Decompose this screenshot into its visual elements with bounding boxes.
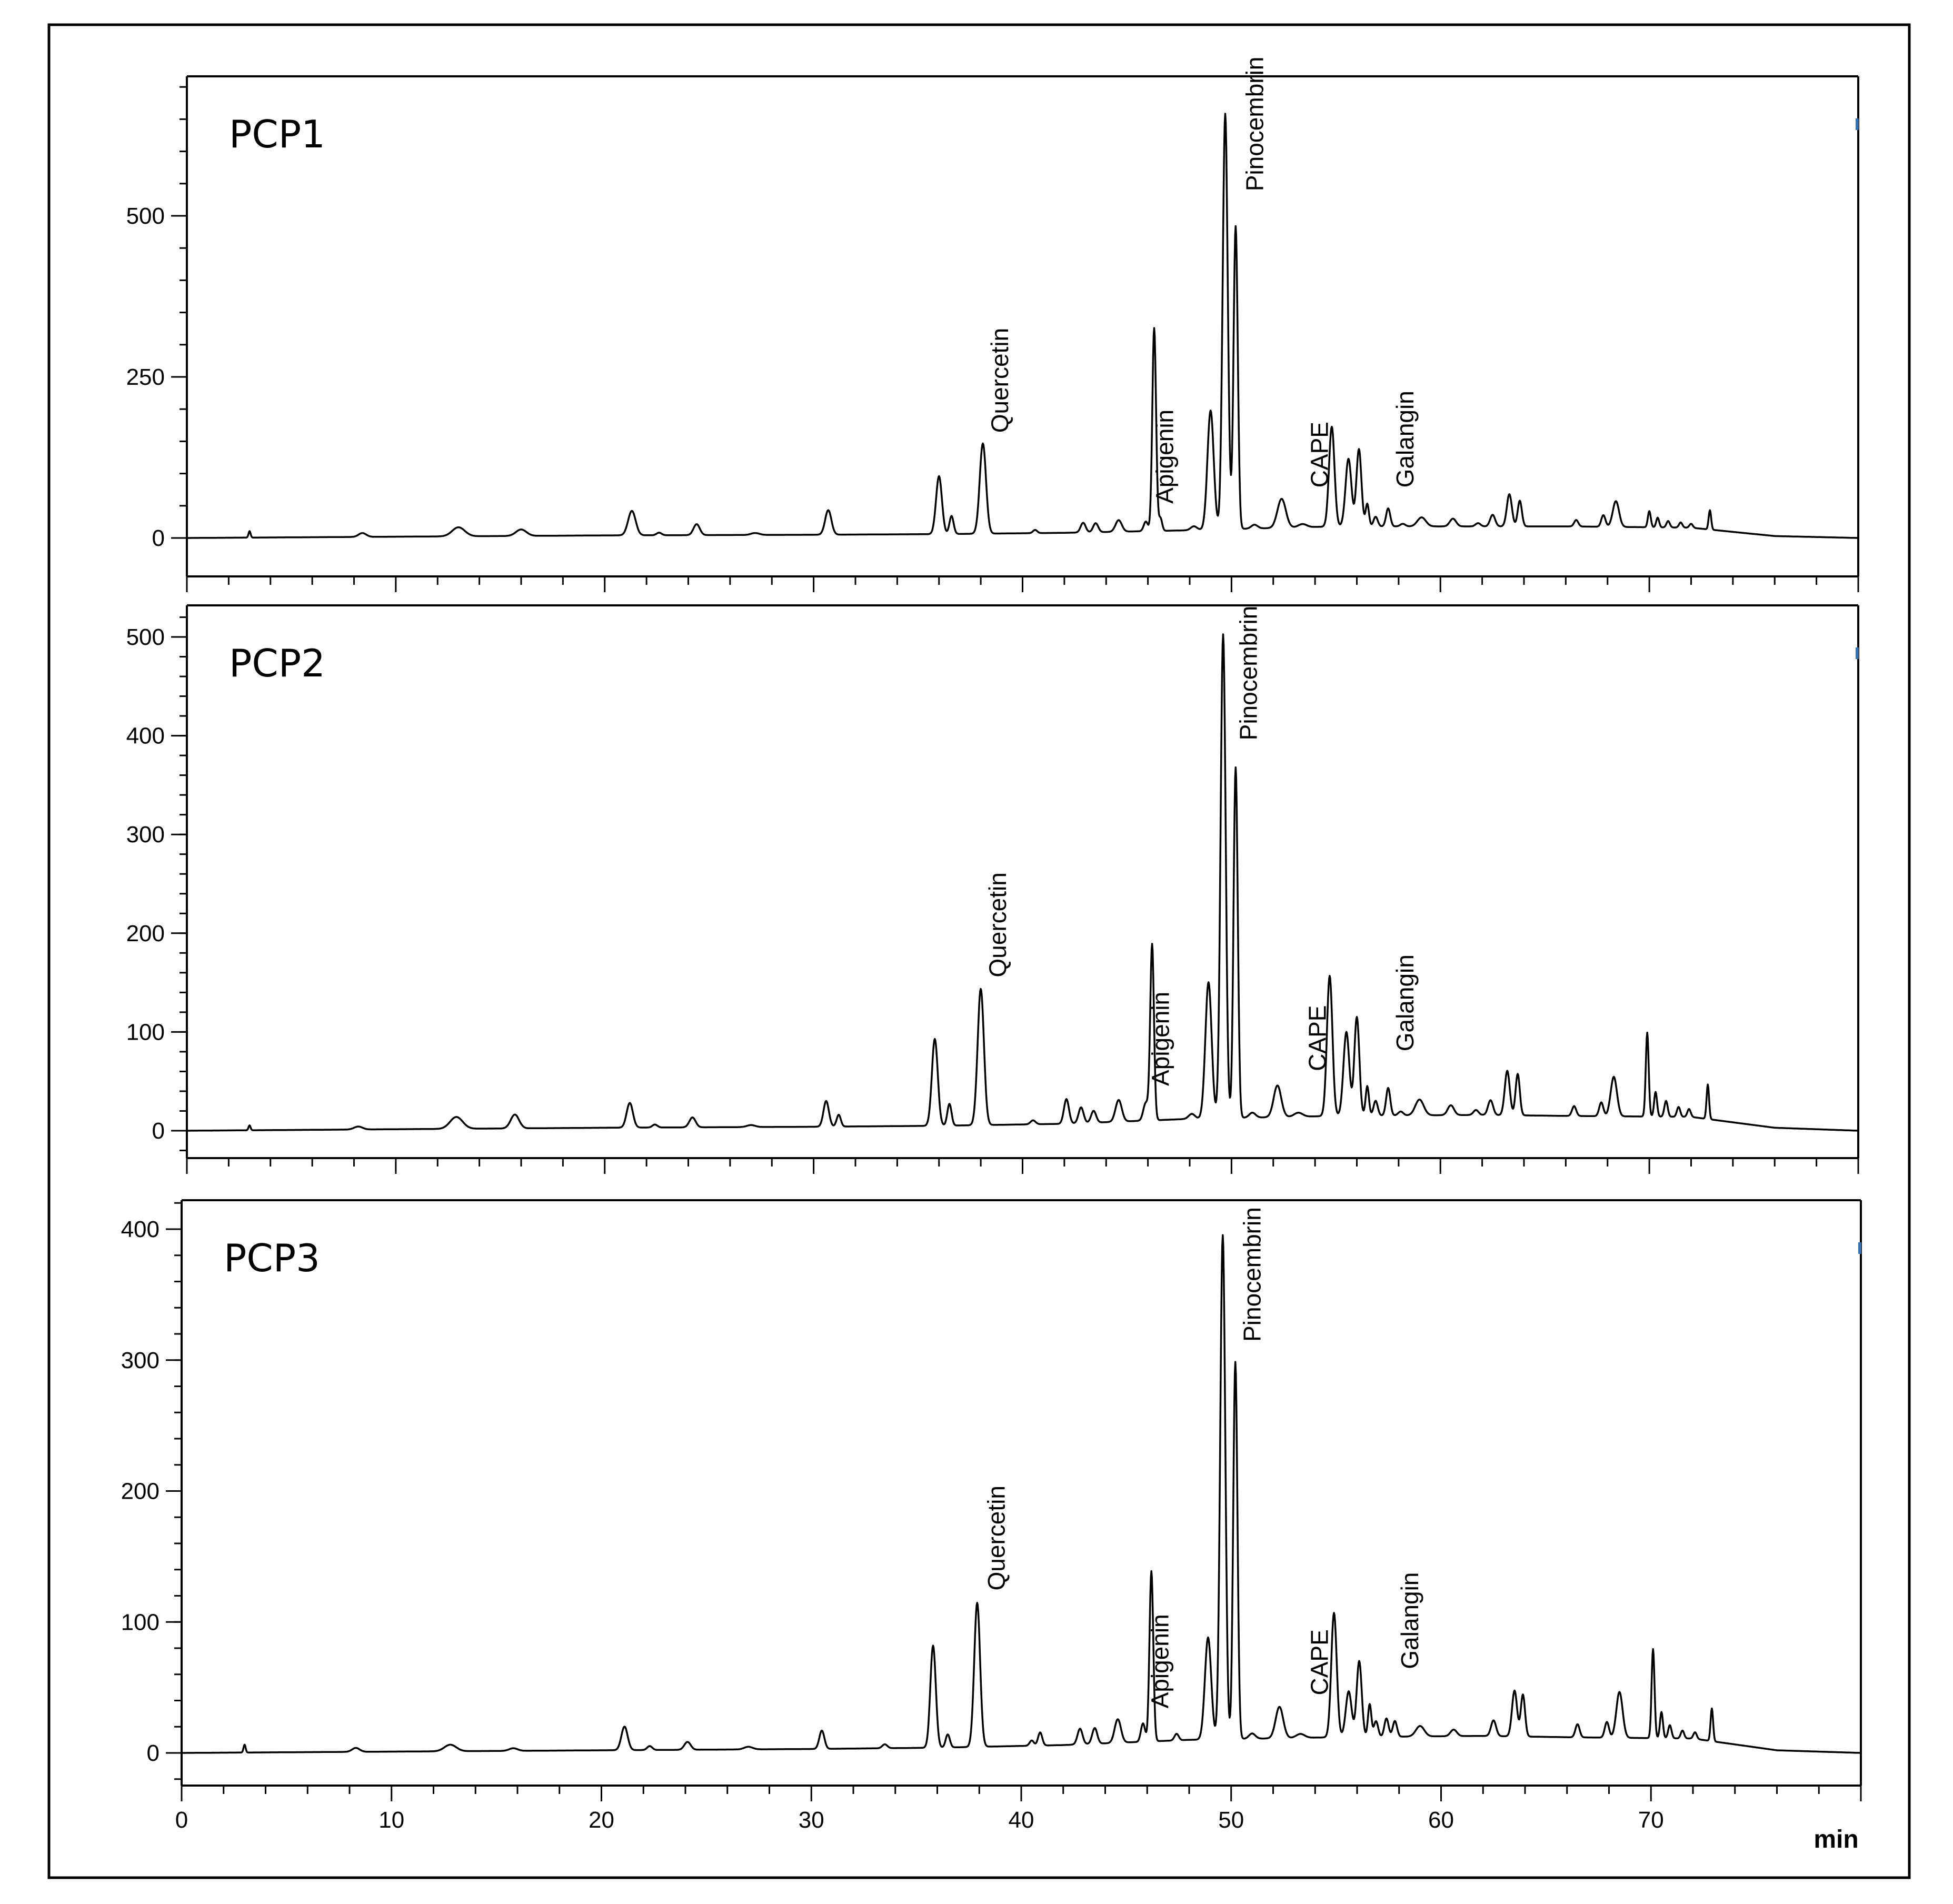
y-tick-label: 500 (126, 203, 165, 229)
peak-annotation: CAPE (1303, 1005, 1331, 1071)
y-tick-label: 400 (126, 723, 165, 749)
y-tick-label: 100 (126, 1019, 165, 1045)
peak-annotation: Apigenin (1146, 1614, 1173, 1708)
x-tick-label: 60 (1428, 1807, 1454, 1833)
panel-label: PCP3 (224, 1236, 320, 1280)
y-tick-label: 300 (121, 1348, 160, 1373)
peak-annotation: Apigenin (1147, 992, 1174, 1086)
panels: 0250500PCP1QuercetinApigeninPinocembrinC… (121, 57, 1862, 1833)
panel-label: PCP1 (229, 112, 325, 156)
y-tick-label: 100 (121, 1609, 160, 1635)
peak-annotation: Pinocembrin (1239, 1207, 1266, 1342)
x-tick-label: 50 (1218, 1807, 1244, 1833)
peak-annotation: Pinocembrin (1241, 57, 1268, 192)
peak-annotation: Galangin (1391, 954, 1419, 1051)
y-tick-label: 200 (126, 921, 165, 946)
chromatogram-trace (186, 633, 1859, 1132)
y-tick-label: 0 (152, 1118, 165, 1144)
peak-annotation: CAPE (1306, 1629, 1333, 1695)
peak-annotation: Apigenin (1151, 410, 1179, 504)
peak-annotation: Galangin (1396, 1572, 1423, 1669)
y-tick-label: 400 (121, 1217, 160, 1242)
x-tick-label: 70 (1638, 1807, 1664, 1833)
peak-annotation: Pinocembrin (1234, 606, 1262, 741)
panel-2: 0 100 200 300 400 500 PCP2 Quercetin Apigenin Pin… (126, 604, 1859, 1174)
y-tick-label: 250 (126, 364, 165, 390)
peak-annotation: Galangin (1391, 391, 1419, 487)
peak-annotation: Quercetin (984, 872, 1011, 977)
panel-1: 0 250 500 PCP1 Quercetin Apigenin Pinocembrin C… (126, 57, 1859, 592)
x-tick-label: 0 (175, 1807, 188, 1833)
x-tick-label: 40 (1009, 1807, 1034, 1833)
chromatogram-trace (181, 1234, 1861, 1754)
x-unit-label: min (1814, 1826, 1858, 1853)
x-tick-label: 20 (589, 1807, 614, 1833)
y-tick-label: 300 (126, 822, 165, 848)
y-tick-label: 0 (147, 1740, 160, 1766)
figure-border (47, 23, 1911, 1879)
y-tick-label: 200 (121, 1479, 160, 1504)
peak-annotation: CAPE (1306, 422, 1333, 487)
y-tick-label: 500 (126, 624, 165, 650)
panel-label: PCP2 (229, 641, 325, 685)
peak-annotation: Quercetin (982, 1486, 1010, 1590)
peak-annotation: Quercetin (986, 328, 1013, 433)
y-tick-label: 0 (152, 525, 165, 551)
panel-3: 0 100 200 300 400 0 10 20 30 40 50 60 70 PCP3 Querceti… (121, 1199, 1862, 1833)
x-tick-label: 10 (378, 1807, 404, 1833)
x-tick-label: 30 (799, 1807, 824, 1833)
chromatogram-trace (186, 113, 1859, 539)
